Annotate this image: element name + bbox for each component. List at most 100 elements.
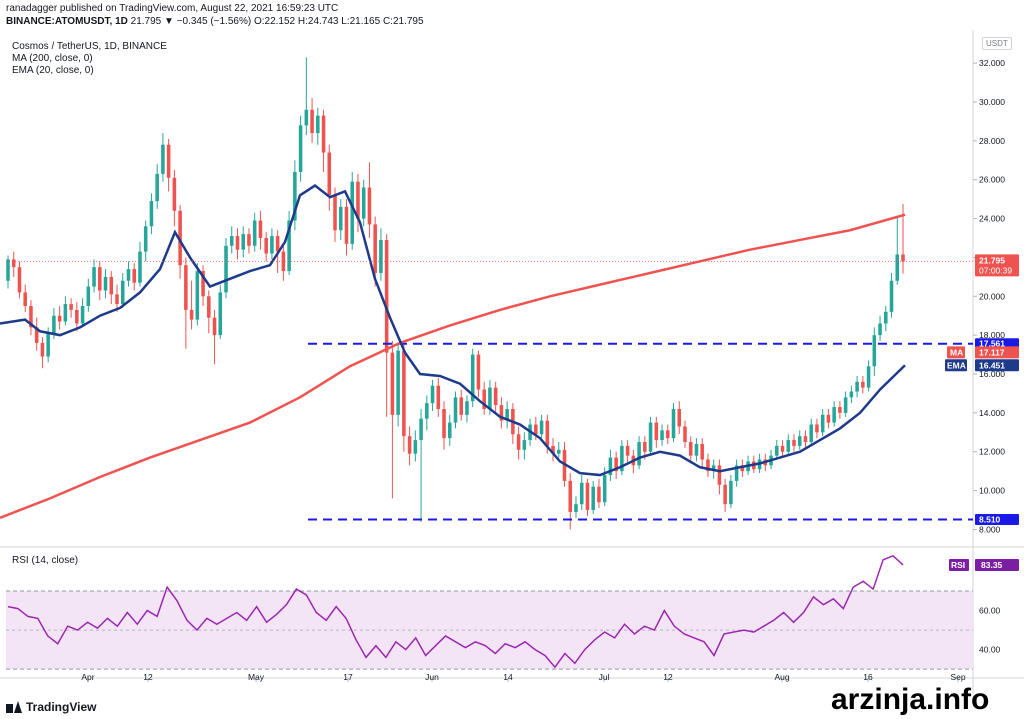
- rsi-line: [7, 554, 904, 669]
- candle-body: [390, 352, 395, 415]
- candle-body: [149, 201, 154, 227]
- candle-body: [92, 267, 96, 287]
- candle-body: [178, 210, 182, 266]
- candle-body: [470, 354, 475, 402]
- ma-tag: MA: [950, 347, 963, 357]
- candle-body: [505, 408, 509, 421]
- time-tick-label: 16: [863, 672, 873, 682]
- candle-body: [878, 323, 882, 336]
- candle-body: [539, 420, 544, 435]
- candle-body: [247, 234, 251, 246]
- candle-body: [40, 342, 45, 357]
- price-chart[interactable]: 32.00030.00028.00026.00024.00022.00020.0…: [0, 30, 1024, 700]
- candle-body: [608, 457, 613, 476]
- candle-body: [499, 405, 504, 421]
- candle-body: [184, 265, 188, 310]
- candle-body: [442, 408, 446, 439]
- candle-body: [264, 238, 268, 254]
- candle-body: [694, 443, 699, 456]
- price-tick-label: 26.000: [979, 175, 1005, 185]
- candle-body: [700, 443, 704, 460]
- candle-body: [281, 251, 286, 272]
- rsi-tag: RSI: [951, 560, 965, 570]
- rsi-tag-bg: [949, 558, 969, 571]
- rsi-tick-label: 60.00: [979, 606, 1001, 616]
- candle-body: [384, 239, 389, 353]
- currency-button[interactable]: USDT: [982, 37, 1012, 50]
- time-tick-label: Jun: [425, 672, 439, 682]
- candle-body: [826, 414, 831, 423]
- level-label-lower: 8.510: [979, 515, 1001, 525]
- candle-body: [688, 442, 693, 456]
- ema-tag: EMA: [947, 360, 966, 370]
- tradingview-logo-icon: [6, 701, 22, 713]
- candle-body: [832, 407, 836, 423]
- candle-body: [367, 187, 372, 225]
- ma-value-label-bg: [975, 346, 1019, 359]
- candle-body: [34, 327, 39, 343]
- price-tick-label: 24.000: [979, 214, 1005, 224]
- candle-body: [161, 144, 165, 174]
- candle-body: [98, 267, 102, 291]
- candle-body: [6, 259, 10, 281]
- level-label-lower-bg: [975, 514, 1019, 526]
- candle-body: [453, 397, 458, 423]
- header-bar: ranadagger published on TradingView.com,…: [0, 0, 1024, 30]
- price-tick-label: 8.000: [979, 524, 1001, 534]
- symbol-name: BINANCE:ATOMUSDT, 1D: [6, 16, 128, 27]
- candle-body: [476, 354, 481, 390]
- candle-body: [275, 236, 280, 252]
- candle-body: [792, 440, 796, 446]
- symbol-line: BINANCE:ATOMUSDT, 1D 21.795 ▼ −0.345 (−1…: [6, 16, 424, 27]
- price-tick-label: 28.000: [979, 136, 1005, 146]
- legend-ema: EMA (20, close, 0): [12, 65, 94, 76]
- ohlc-values: 21.795 ▼ −0.345 (−1.56%) O:22.152 H:24.7…: [130, 16, 424, 27]
- candle-body: [568, 480, 573, 512]
- candle-body: [884, 311, 888, 324]
- watermark: arzinja.info: [831, 683, 990, 716]
- candle-body: [447, 422, 452, 439]
- candle-body: [172, 177, 177, 211]
- candle-body: [356, 181, 360, 219]
- candle-body: [75, 309, 79, 324]
- candle-body: [654, 422, 659, 441]
- candle-body: [861, 381, 865, 388]
- legend-ma: MA (200, close, 0): [12, 53, 93, 64]
- candle-body: [648, 422, 653, 452]
- candle-body: [402, 350, 406, 437]
- candle-body: [270, 236, 274, 254]
- price-tick-label: 20.000: [979, 291, 1005, 301]
- candle-body: [815, 424, 819, 433]
- time-tick-label: Sep: [950, 672, 965, 682]
- candle-body: [138, 251, 142, 283]
- price-label: 21.795: [979, 255, 1005, 265]
- candle-body: [166, 144, 171, 178]
- candle-body: [52, 315, 56, 334]
- candle-body: [23, 292, 27, 307]
- candle-body: [63, 304, 68, 322]
- candle-body: [293, 171, 297, 221]
- candle-body: [723, 484, 727, 505]
- tradingview-logo: TradingView: [6, 700, 96, 714]
- candle-body: [849, 391, 854, 398]
- candle-body: [241, 234, 246, 250]
- candle-body: [855, 381, 859, 392]
- candle-body: [327, 152, 332, 196]
- candle-body: [109, 276, 114, 295]
- candle-body: [901, 254, 905, 262]
- ema20-line: [0, 184, 906, 477]
- time-tick-label: 12: [143, 672, 153, 682]
- candle-body: [585, 482, 590, 511]
- candle-body: [333, 195, 337, 231]
- time-tick-label: 14: [503, 672, 513, 682]
- candle-body: [373, 224, 377, 273]
- candle-body: [350, 181, 355, 244]
- time-tick-label: Jul: [599, 672, 610, 682]
- candle-body: [665, 430, 670, 439]
- candle-body: [235, 236, 240, 250]
- candle-body: [683, 426, 687, 443]
- candle-body: [843, 397, 848, 413]
- time-tick-label: 17: [343, 672, 353, 682]
- candle-body: [711, 465, 716, 472]
- price-tick-label: 32.000: [979, 58, 1005, 68]
